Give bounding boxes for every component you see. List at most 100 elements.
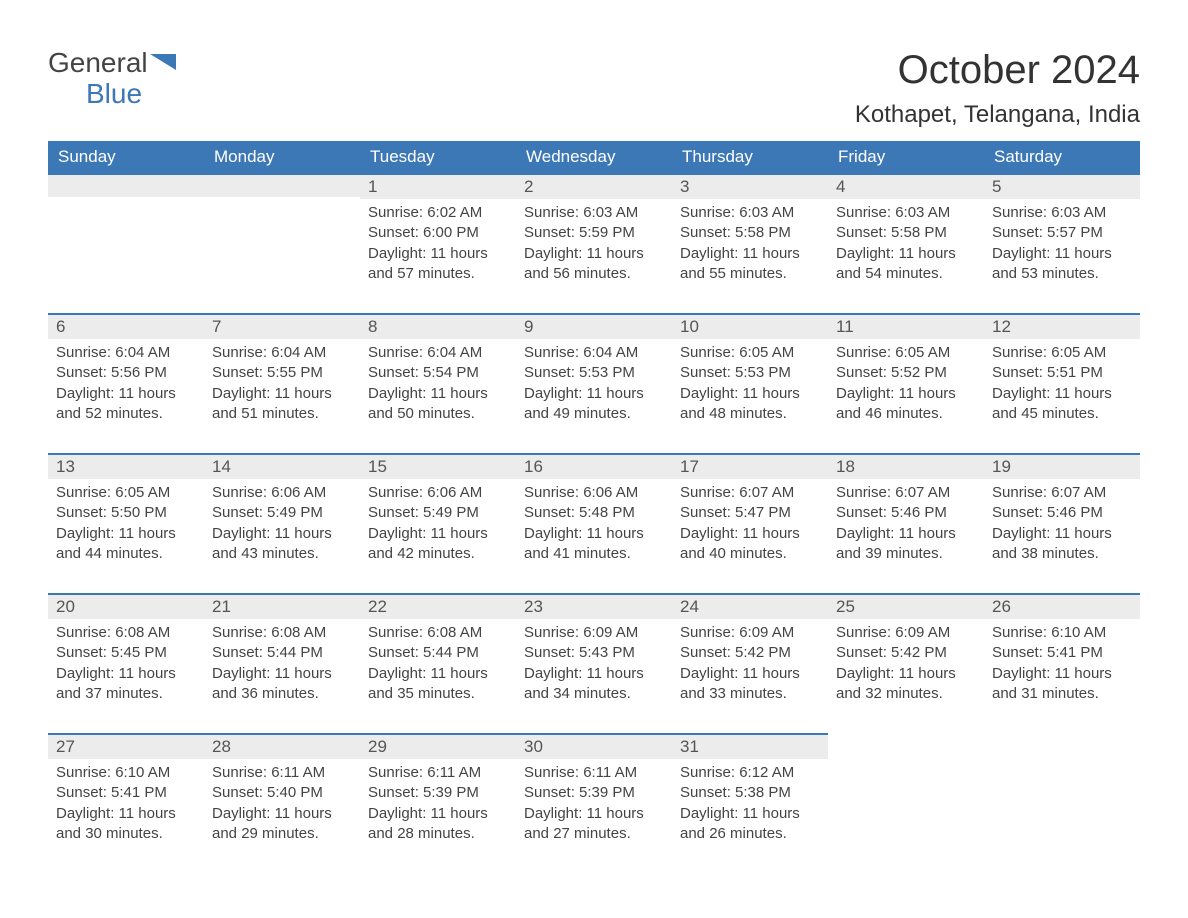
brand-flag-icon [148,48,178,79]
day-number: 22 [360,593,516,619]
sunrise-line: Sunrise: 6:09 AM [836,624,950,641]
sunrise-line: Sunrise: 6:07 AM [992,484,1106,501]
day-number-empty [48,173,204,197]
day-detail: Sunrise: 6:05 AMSunset: 5:51 PMDaylight:… [984,339,1140,432]
day-number: 24 [672,593,828,619]
sunrise-line: Sunrise: 6:05 AM [992,344,1106,361]
day-detail: Sunrise: 6:04 AMSunset: 5:56 PMDaylight:… [48,339,204,432]
daylight-line: Daylight: 11 hours and 32 minutes. [836,665,956,702]
daylight-line: Daylight: 11 hours and 54 minutes. [836,245,956,282]
daylight-line: Daylight: 11 hours and 26 minutes. [680,805,800,842]
calendar-cell: 19Sunrise: 6:07 AMSunset: 5:46 PMDayligh… [984,453,1140,593]
day-number: 13 [48,453,204,479]
calendar-week-row: 20Sunrise: 6:08 AMSunset: 5:45 PMDayligh… [48,593,1140,733]
day-number: 16 [516,453,672,479]
day-detail: Sunrise: 6:08 AMSunset: 5:44 PMDaylight:… [360,619,516,712]
day-detail: Sunrise: 6:03 AMSunset: 5:59 PMDaylight:… [516,199,672,292]
day-number: 20 [48,593,204,619]
title-block: October 2024 Kothapet, Telangana, India [855,48,1140,129]
calendar-header-row: SundayMondayTuesdayWednesdayThursdayFrid… [48,141,1140,173]
sunrise-line: Sunrise: 6:05 AM [56,484,170,501]
weekday-header: Thursday [672,141,828,173]
day-detail: Sunrise: 6:04 AMSunset: 5:55 PMDaylight:… [204,339,360,432]
daylight-line: Daylight: 11 hours and 49 minutes. [524,385,644,422]
day-number: 31 [672,733,828,759]
day-detail: Sunrise: 6:03 AMSunset: 5:57 PMDaylight:… [984,199,1140,292]
daylight-line: Daylight: 11 hours and 40 minutes. [680,525,800,562]
day-detail: Sunrise: 6:10 AMSunset: 5:41 PMDaylight:… [48,759,204,852]
sunrise-line: Sunrise: 6:12 AM [680,764,794,781]
weekday-header: Sunday [48,141,204,173]
sunrise-line: Sunrise: 6:11 AM [212,764,325,781]
daylight-line: Daylight: 11 hours and 34 minutes. [524,665,644,702]
day-number: 11 [828,313,984,339]
sunrise-line: Sunrise: 6:06 AM [524,484,638,501]
calendar-week-row: 13 Sunrise: 6:05 AM Sunset: 5:50 PM Dayligh… [48,453,1140,593]
sunset-line: Sunset: 5:56 PM [56,364,167,381]
brand-logo: General Blue [48,48,178,110]
sunset-line: Sunset: 5:59 PM [524,224,635,241]
sunrise-line: Sunrise: 6:02 AM [368,204,482,221]
calendar-week-row: 6Sunrise: 6:04 AMSunset: 5:56 PMDaylight… [48,313,1140,453]
sunrise-line: Sunrise: 6:10 AM [56,764,170,781]
calendar-cell: 12Sunrise: 6:05 AMSunset: 5:51 PMDayligh… [984,313,1140,453]
day-detail: Sunrise: 6:12 AMSunset: 5:38 PMDaylight:… [672,759,828,852]
calendar-cell: 15Sunrise: 6:06 AMSunset: 5:49 PMDayligh… [360,453,516,593]
sunrise-line: Sunrise: 6:11 AM [368,764,481,781]
day-detail: Sunrise: 6:11 AMSunset: 5:39 PMDaylight:… [360,759,516,852]
calendar-cell: 31Sunrise: 6:12 AMSunset: 5:38 PMDayligh… [672,733,828,873]
sunset-line: Sunset: 5:46 PM [836,504,947,521]
sunrise-line: Sunrise: 6:05 AM [680,344,794,361]
calendar-cell: 23Sunrise: 6:09 AMSunset: 5:43 PMDayligh… [516,593,672,733]
calendar-cell: 20Sunrise: 6:08 AMSunset: 5:45 PMDayligh… [48,593,204,733]
daylight-line: Daylight: 11 hours and 57 minutes. [368,245,488,282]
day-number: 3 [672,173,828,199]
sunset-line: Sunset: 5:57 PM [992,224,1103,241]
sunset-line: Sunset: 5:49 PM [368,504,479,521]
calendar-cell: 2Sunrise: 6:03 AMSunset: 5:59 PMDaylight… [516,173,672,313]
sunset-line: Sunset: 5:40 PM [212,784,323,801]
day-number: 8 [360,313,516,339]
calendar-cell: 24Sunrise: 6:09 AMSunset: 5:42 PMDayligh… [672,593,828,733]
day-detail: Sunrise: 6:05 AMSunset: 5:50 PMDaylight:… [48,479,204,572]
daylight-line: Daylight: 11 hours and 36 minutes. [212,665,332,702]
calendar-cell: 11Sunrise: 6:05 AMSunset: 5:52 PMDayligh… [828,313,984,453]
day-detail: Sunrise: 6:09 AMSunset: 5:42 PMDaylight:… [672,619,828,712]
calendar-cell: 18Sunrise: 6:07 AMSunset: 5:46 PMDayligh… [828,453,984,593]
day-number: 1 [360,173,516,199]
brand-word-1: General [48,47,148,78]
weekday-header: Monday [204,141,360,173]
sunrise-line: Sunrise: 6:08 AM [368,624,482,641]
day-number: 30 [516,733,672,759]
sunrise-line: Sunrise: 6:07 AM [680,484,794,501]
calendar-cell [984,733,1140,873]
day-number: 23 [516,593,672,619]
day-number: 5 [984,173,1140,199]
sunset-line: Sunset: 5:51 PM [992,364,1103,381]
header: General Blue October 2024 Kothapet, Tela… [48,48,1140,129]
calendar-cell: 4Sunrise: 6:03 AMSunset: 5:58 PMDaylight… [828,173,984,313]
daylight-line: Daylight: 11 hours and 38 minutes. [992,525,1112,562]
day-number: 10 [672,313,828,339]
sunset-line: Sunset: 5:50 PM [56,504,167,521]
day-detail: Sunrise: 6:06 AMSunset: 5:49 PMDaylight:… [360,479,516,572]
calendar-cell: 17Sunrise: 6:07 AMSunset: 5:47 PMDayligh… [672,453,828,593]
daylight-line: Daylight: 11 hours and 41 minutes. [524,525,644,562]
calendar-table: SundayMondayTuesdayWednesdayThursdayFrid… [48,141,1140,873]
calendar-cell [48,173,204,313]
sunrise-line: Sunrise: 6:09 AM [524,624,638,641]
calendar-cell [204,173,360,313]
location: Kothapet, Telangana, India [855,101,1140,129]
daylight-line: Daylight: 11 hours and 39 minutes. [836,525,956,562]
calendar-cell: 5Sunrise: 6:03 AMSunset: 5:57 PMDaylight… [984,173,1140,313]
day-detail: Sunrise: 6:07 AMSunset: 5:47 PMDaylight:… [672,479,828,572]
day-number: 28 [204,733,360,759]
sunset-line: Sunset: 6:00 PM [368,224,479,241]
sunrise-line: Sunrise: 6:06 AM [212,484,326,501]
daylight-line: Daylight: 11 hours and 51 minutes. [212,385,332,422]
day-detail: Sunrise: 6:02 AM Sunset: 6:00 PM Daylight:… [360,199,516,292]
calendar-body: 1 Sunrise: 6:02 AM Sunset: 6:00 PM Daylight… [48,173,1140,873]
day-detail: Sunrise: 6:08 AMSunset: 5:44 PMDaylight:… [204,619,360,712]
daylight-line: Daylight: 11 hours and 56 minutes. [524,245,644,282]
sunrise-line: Sunrise: 6:08 AM [56,624,170,641]
